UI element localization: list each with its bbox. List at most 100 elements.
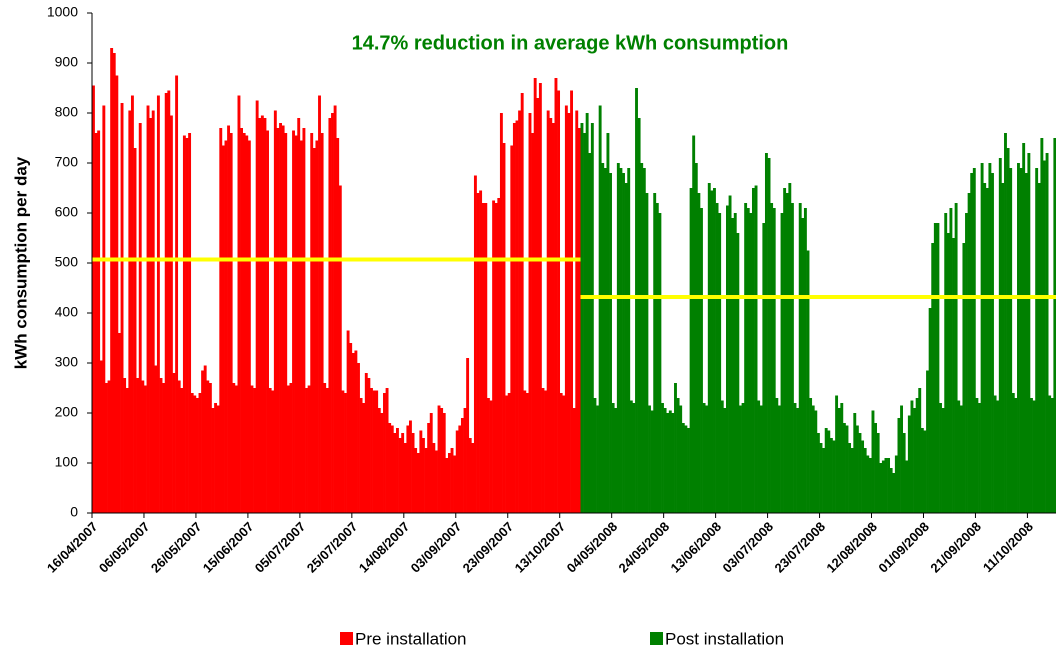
bar bbox=[141, 380, 145, 513]
bar bbox=[650, 410, 654, 513]
bar bbox=[359, 398, 363, 513]
bar bbox=[468, 438, 472, 513]
bar bbox=[967, 193, 971, 513]
bar bbox=[138, 123, 142, 513]
bar bbox=[866, 455, 870, 513]
bar bbox=[242, 133, 246, 513]
bar bbox=[531, 133, 535, 513]
bar bbox=[120, 103, 124, 513]
bar bbox=[198, 393, 202, 513]
bar bbox=[577, 128, 581, 513]
bar bbox=[525, 393, 529, 513]
bar bbox=[502, 143, 506, 513]
bar bbox=[473, 175, 477, 513]
bar bbox=[931, 243, 935, 513]
bar bbox=[681, 423, 685, 513]
bar bbox=[427, 423, 431, 513]
bar bbox=[398, 438, 402, 513]
bar bbox=[271, 390, 275, 513]
bar bbox=[146, 105, 150, 513]
bar bbox=[871, 410, 875, 513]
bar bbox=[601, 163, 605, 513]
bar bbox=[505, 395, 509, 513]
bar bbox=[440, 408, 444, 513]
bar bbox=[484, 203, 488, 513]
bar bbox=[117, 333, 121, 513]
x-tick-label: 21/09/2008 bbox=[927, 519, 984, 576]
bar bbox=[390, 425, 394, 513]
bar bbox=[450, 448, 454, 513]
bar bbox=[523, 390, 527, 513]
bar bbox=[780, 213, 784, 513]
bar bbox=[842, 423, 846, 513]
bar bbox=[884, 458, 888, 513]
bar bbox=[876, 433, 880, 513]
bar bbox=[640, 163, 644, 513]
bar bbox=[965, 213, 968, 513]
bar bbox=[726, 205, 729, 513]
bar bbox=[585, 113, 589, 513]
bar bbox=[494, 203, 498, 513]
bar bbox=[102, 105, 106, 513]
bar bbox=[188, 133, 192, 513]
bar bbox=[1030, 398, 1033, 513]
legend-swatch bbox=[650, 632, 663, 645]
bar bbox=[362, 403, 366, 513]
bar bbox=[414, 448, 418, 513]
bar bbox=[310, 133, 314, 513]
bar bbox=[946, 233, 950, 513]
bar bbox=[941, 408, 945, 513]
bar bbox=[783, 188, 787, 513]
bar bbox=[156, 95, 160, 513]
bar bbox=[645, 193, 649, 513]
bar bbox=[720, 400, 724, 513]
bar bbox=[164, 93, 168, 513]
bar bbox=[136, 378, 140, 513]
bar bbox=[635, 88, 638, 513]
x-tick-label: 11/10/2008 bbox=[980, 519, 1036, 575]
bar bbox=[603, 168, 607, 513]
x-tick-label: 04/05/2008 bbox=[564, 519, 621, 576]
bar bbox=[915, 398, 919, 513]
bar bbox=[104, 383, 108, 513]
bar bbox=[263, 118, 267, 513]
bar bbox=[341, 390, 345, 513]
bar bbox=[1043, 160, 1046, 513]
bar bbox=[434, 450, 438, 513]
bar bbox=[445, 458, 449, 513]
bar bbox=[328, 118, 332, 513]
x-tick-label: 23/09/2007 bbox=[460, 519, 517, 576]
bar bbox=[143, 385, 147, 513]
bar bbox=[1048, 395, 1052, 513]
bar bbox=[409, 420, 412, 513]
bar bbox=[486, 398, 490, 513]
bar bbox=[375, 390, 379, 513]
bar bbox=[455, 430, 459, 513]
bar bbox=[115, 75, 119, 513]
bar bbox=[479, 190, 483, 513]
bar bbox=[598, 105, 602, 513]
bar bbox=[1019, 168, 1023, 513]
bar bbox=[619, 168, 623, 513]
x-tick-label: 03/09/2007 bbox=[408, 519, 465, 576]
bar bbox=[424, 448, 428, 513]
bar bbox=[346, 330, 350, 513]
bar bbox=[518, 110, 522, 513]
bar bbox=[297, 118, 301, 513]
bar bbox=[933, 223, 937, 513]
bar bbox=[281, 125, 285, 513]
bar bbox=[606, 133, 610, 513]
bar bbox=[853, 413, 857, 513]
bar bbox=[848, 443, 852, 513]
legend-label: Post installation bbox=[665, 629, 784, 648]
bar bbox=[1009, 168, 1013, 513]
bar bbox=[978, 403, 981, 513]
bar bbox=[892, 473, 896, 513]
bar bbox=[354, 350, 358, 513]
bar bbox=[305, 388, 308, 513]
bar bbox=[749, 213, 753, 513]
bar bbox=[416, 453, 420, 513]
bar bbox=[224, 140, 228, 513]
bar bbox=[790, 203, 794, 513]
